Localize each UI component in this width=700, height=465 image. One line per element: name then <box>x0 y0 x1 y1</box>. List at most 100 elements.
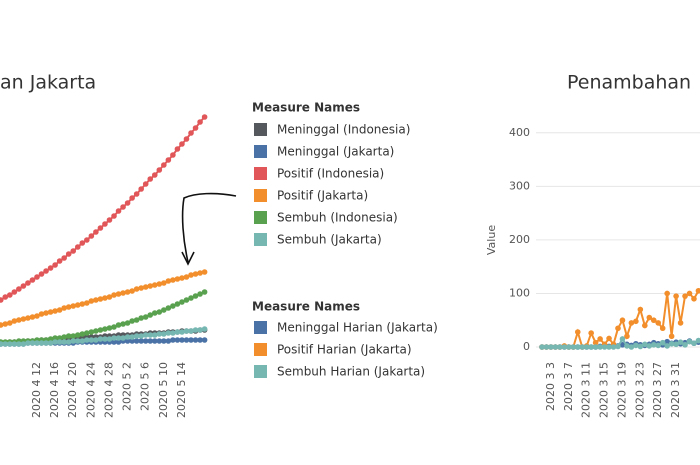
data-point <box>111 339 117 345</box>
data-point <box>147 332 154 338</box>
legend-swatch <box>254 343 267 356</box>
data-point <box>197 270 203 276</box>
data-point <box>197 337 203 343</box>
x-tick-label: 2020 4 16 <box>48 362 61 418</box>
data-point <box>52 339 58 345</box>
data-point <box>179 275 185 281</box>
data-point <box>188 337 194 343</box>
legend-item: Positif (Indonesia) <box>277 167 384 181</box>
arrow-head <box>181 251 195 266</box>
data-point <box>142 181 149 187</box>
data-point <box>179 337 185 343</box>
data-point <box>61 339 67 345</box>
data-point <box>115 335 122 341</box>
legend-title: Measure Names <box>252 101 360 115</box>
data-point <box>147 283 154 289</box>
data-point <box>38 340 45 346</box>
data-point <box>170 337 176 343</box>
data-point <box>115 208 122 214</box>
data-point <box>84 237 90 243</box>
data-point <box>179 329 185 335</box>
data-point <box>668 340 675 347</box>
data-point <box>624 333 630 340</box>
data-point <box>142 338 149 344</box>
data-point <box>115 291 122 297</box>
data-point <box>174 301 181 307</box>
data-point <box>174 329 181 335</box>
data-point <box>188 295 194 301</box>
x-tick-label: 2020 5 14 <box>175 362 188 418</box>
data-point <box>120 290 126 296</box>
plot-area <box>536 132 700 350</box>
data-point <box>574 329 581 335</box>
data-point <box>197 291 203 297</box>
data-point <box>70 303 77 309</box>
data-point <box>646 343 653 349</box>
data-point <box>25 315 31 321</box>
data-point <box>129 288 135 294</box>
data-point <box>151 282 158 288</box>
data-point <box>74 244 81 250</box>
data-point <box>61 305 67 311</box>
data-point <box>102 326 108 332</box>
data-point <box>142 314 149 320</box>
data-point <box>111 292 117 298</box>
data-point <box>686 290 693 297</box>
data-point <box>539 344 545 350</box>
data-point <box>106 217 113 223</box>
data-point <box>156 167 163 173</box>
data-point <box>56 335 63 341</box>
arrow-line <box>181 192 237 263</box>
data-point <box>61 334 67 340</box>
data-point <box>25 280 31 286</box>
data-point <box>61 255 67 261</box>
data-point <box>56 258 63 264</box>
x-tick-label: 2020 3 7 <box>562 362 575 411</box>
data-point <box>34 313 40 319</box>
data-point <box>124 334 131 340</box>
data-point <box>597 344 603 350</box>
data-point <box>570 344 577 350</box>
data-point <box>201 289 208 295</box>
data-point <box>97 296 104 302</box>
data-point <box>151 332 158 338</box>
data-point <box>124 289 131 295</box>
data-point <box>161 307 167 313</box>
x-tick-label: 2020 3 31 <box>669 362 682 418</box>
data-point <box>624 343 630 349</box>
data-point <box>0 297 4 303</box>
data-point <box>138 186 144 192</box>
legend-swatch <box>254 211 267 224</box>
data-point <box>16 317 22 323</box>
y-axis-label: Value <box>485 225 498 255</box>
data-point <box>192 337 199 343</box>
y-tick-label: 400 <box>509 126 530 139</box>
x-tick-label: 2020 3 19 <box>615 362 628 418</box>
legend-item: Positif (Jakarta) <box>277 189 368 203</box>
data-point <box>183 274 190 280</box>
legend-swatch <box>254 123 267 136</box>
data-point <box>129 334 135 340</box>
data-point <box>165 157 172 163</box>
data-point <box>47 340 54 346</box>
chart-title: Penambahan <box>567 72 691 94</box>
data-point <box>664 343 670 349</box>
data-point <box>115 322 122 328</box>
data-point <box>197 327 203 333</box>
data-point <box>156 331 163 337</box>
legend-item: Meninggal (Indonesia) <box>277 123 410 137</box>
data-point <box>133 191 140 197</box>
data-point <box>183 328 190 334</box>
data-point <box>47 309 54 315</box>
data-point <box>133 338 140 344</box>
data-point <box>70 248 77 254</box>
y-tick-label: 0 <box>523 340 530 353</box>
data-point <box>659 325 666 332</box>
data-point <box>29 340 36 346</box>
y-tick-label: 100 <box>509 286 530 299</box>
data-point <box>88 233 95 239</box>
data-point <box>88 329 95 335</box>
data-point <box>610 344 617 350</box>
data-point <box>11 318 18 324</box>
